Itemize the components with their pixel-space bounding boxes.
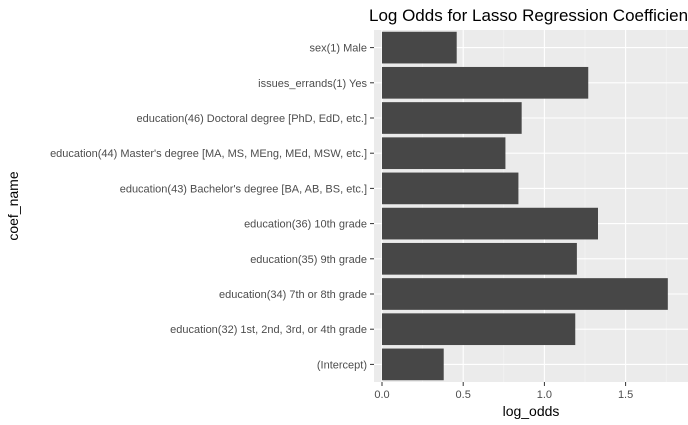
y-tick-label: education(43) Bachelor's degree [BA, AB,…	[120, 183, 367, 195]
y-tick-label: education(32) 1st, 2nd, 3rd, or 4th grad…	[170, 324, 367, 336]
bar	[382, 348, 444, 381]
bar	[382, 137, 506, 170]
x-tick-label: 0.0	[374, 389, 389, 401]
x-axis-title: log_odds	[503, 403, 560, 419]
bar	[382, 207, 598, 240]
y-axis-ticks: sex(1) Male issues_errands(1) Yes educatio…	[50, 43, 374, 371]
y-tick-label: education(35) 9th grade	[250, 254, 367, 266]
chart-title: Log Odds for Lasso Regression Coefficien…	[369, 6, 688, 25]
bar	[382, 242, 577, 275]
bar	[382, 172, 519, 205]
x-tick-label: 1.5	[618, 389, 633, 401]
y-tick-label: education(46) Doctoral degree [PhD, EdD,…	[136, 113, 367, 125]
y-tick-label: education(36) 10th grade	[244, 219, 367, 231]
y-tick-label: (Intercept)	[317, 359, 367, 371]
y-tick-label: education(34) 7th or 8th grade	[219, 289, 367, 301]
y-axis-title: coef_name	[5, 171, 21, 240]
x-axis-ticks: 0.0 0.5 1.0 1.5	[374, 382, 633, 401]
x-tick-label: 1.0	[537, 389, 552, 401]
bar	[382, 278, 668, 310]
y-tick-label: sex(1) Male	[310, 43, 367, 55]
bar	[382, 66, 589, 99]
bars	[382, 31, 668, 381]
bar	[382, 31, 457, 64]
y-tick-label: education(44) Master's degree [MA, MS, M…	[50, 148, 367, 160]
y-tick-label: issues_errands(1) Yes	[258, 78, 367, 90]
bar	[382, 102, 522, 134]
bar	[382, 313, 576, 346]
x-tick-label: 0.5	[456, 389, 471, 401]
